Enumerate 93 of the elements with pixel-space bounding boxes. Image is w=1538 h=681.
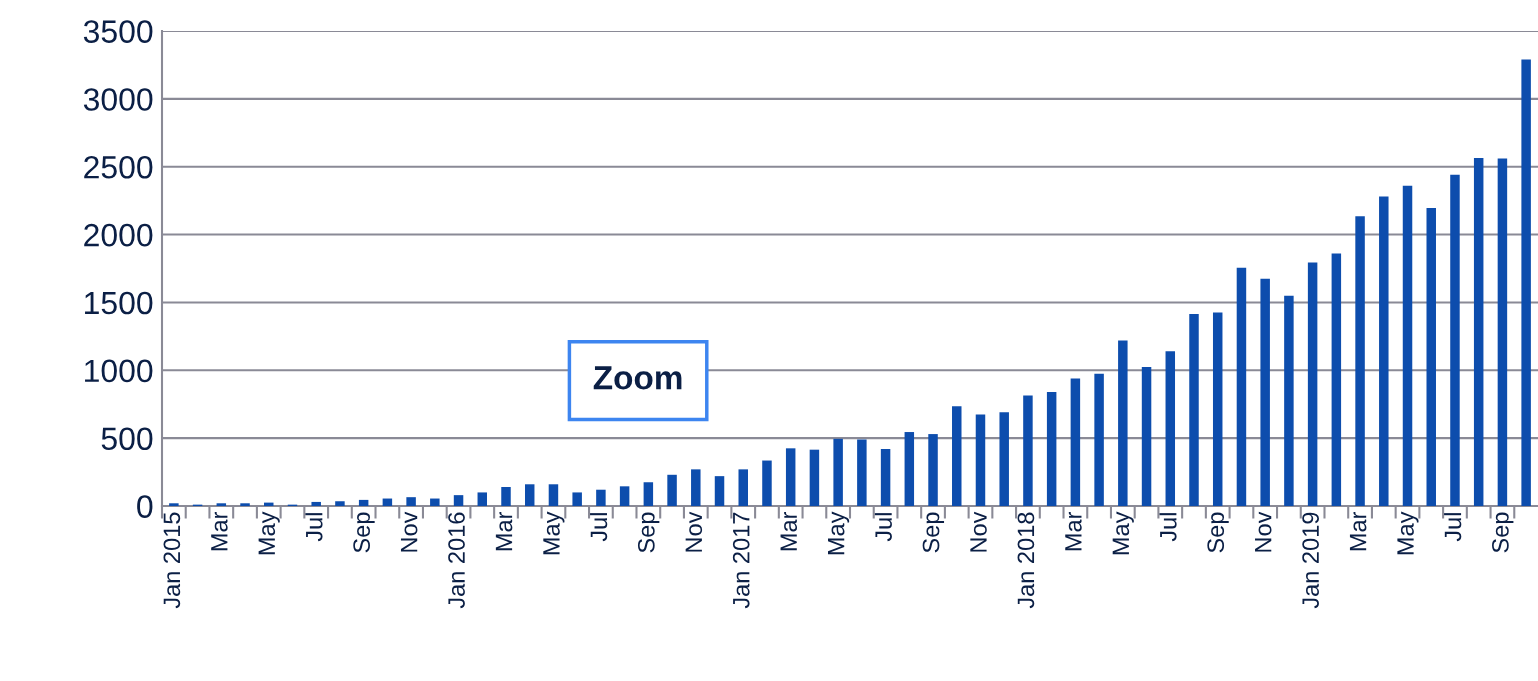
bar (1331, 253, 1342, 506)
x-tick-label: Nov (685, 511, 703, 552)
bar (1355, 216, 1365, 506)
bar (643, 482, 654, 506)
bar (216, 503, 227, 506)
x-tick-label: Jul (1443, 513, 1462, 542)
x-tick-label: May (1397, 511, 1419, 555)
bar (904, 432, 915, 506)
bar (1379, 196, 1389, 506)
x-tick-label: Jul (874, 513, 892, 542)
bar (169, 503, 179, 506)
bar (240, 503, 250, 506)
bar (1165, 351, 1176, 506)
x-tick-label: Nov (400, 511, 418, 552)
y-tick-label: 0 (137, 495, 153, 518)
x-tick-label: Jan 2018 (1017, 512, 1035, 609)
bar (501, 487, 511, 506)
bar (738, 469, 748, 506)
bar (1402, 185, 1413, 506)
y-tick-label: 2000 (84, 223, 153, 247)
bar (1212, 312, 1223, 506)
bar (406, 497, 416, 506)
bar (335, 501, 345, 506)
bar (785, 448, 796, 506)
bar (1094, 373, 1104, 506)
bar (596, 489, 606, 506)
bar (1307, 262, 1318, 506)
x-tick-label: Jul (305, 513, 323, 542)
bar (952, 406, 962, 506)
x-tick-label: Jan 2017 (732, 512, 750, 609)
bar (524, 484, 535, 506)
bar (264, 502, 274, 506)
bar (1189, 313, 1199, 506)
bar (1426, 208, 1436, 506)
bar (1260, 278, 1270, 506)
x-tick-label: Jul (1159, 513, 1177, 542)
x-tick-label: Mar (211, 511, 228, 551)
bar (880, 449, 891, 506)
annotation: Zoom (593, 366, 682, 390)
x-tick-label: May (1112, 511, 1134, 555)
bar (667, 474, 677, 506)
bar (809, 449, 820, 506)
x-tick-label: Jan 2019 (1302, 512, 1319, 609)
bar (857, 439, 867, 506)
bar (691, 469, 701, 506)
bar (358, 499, 369, 506)
y-tick-label: 3500 (83, 20, 153, 43)
x-tick-label: Sep (637, 512, 660, 553)
bar (619, 486, 630, 506)
bar (1070, 378, 1081, 506)
bar (572, 492, 582, 506)
bar (928, 434, 938, 506)
y-tick-label: 1000 (85, 359, 153, 383)
x-tick-label: Jan 2016 (448, 512, 465, 609)
x-tick-label: Sep (1492, 512, 1514, 553)
bar (311, 501, 321, 506)
bar (1118, 340, 1128, 506)
bar (1497, 158, 1508, 506)
x-tick-label: Sep (922, 512, 945, 553)
x-tick-label: Nov (970, 511, 987, 552)
y-tick-label: 500 (101, 427, 153, 451)
bar (477, 492, 488, 506)
bar (1236, 267, 1247, 506)
x-tick-label: Jul (589, 513, 608, 542)
bar (999, 412, 1009, 506)
y-tick-label: 1500 (85, 291, 153, 315)
x-tick-label: Mar (495, 511, 513, 551)
x-tick-label: May (828, 511, 850, 555)
x-tick-label: Sep (353, 512, 375, 553)
bar (975, 414, 986, 506)
bar (1046, 392, 1057, 506)
y-tick-label: 3000 (83, 88, 153, 111)
x-tick-label: May (258, 511, 280, 555)
x-tick-label: Mar (780, 511, 798, 551)
x-tick-label: May (543, 511, 565, 555)
x-tick-label: Jan 2015 (163, 512, 181, 609)
x-tick-label: Sep (1207, 512, 1229, 553)
bar (714, 476, 725, 506)
bar (762, 460, 772, 506)
bar (833, 438, 843, 506)
bar (1141, 366, 1152, 506)
bar (1450, 174, 1460, 506)
x-tick-label: Nov (1255, 511, 1272, 552)
y-tick-label: 2500 (84, 155, 153, 179)
x-tick-label: Mar (1349, 511, 1367, 551)
bar (1521, 59, 1531, 506)
x-tick-label: Mar (1065, 511, 1082, 551)
bar (1473, 157, 1484, 506)
bar (453, 495, 464, 506)
bar (548, 484, 559, 506)
bar (1284, 295, 1294, 506)
bar (430, 498, 440, 506)
bar (1023, 395, 1033, 506)
